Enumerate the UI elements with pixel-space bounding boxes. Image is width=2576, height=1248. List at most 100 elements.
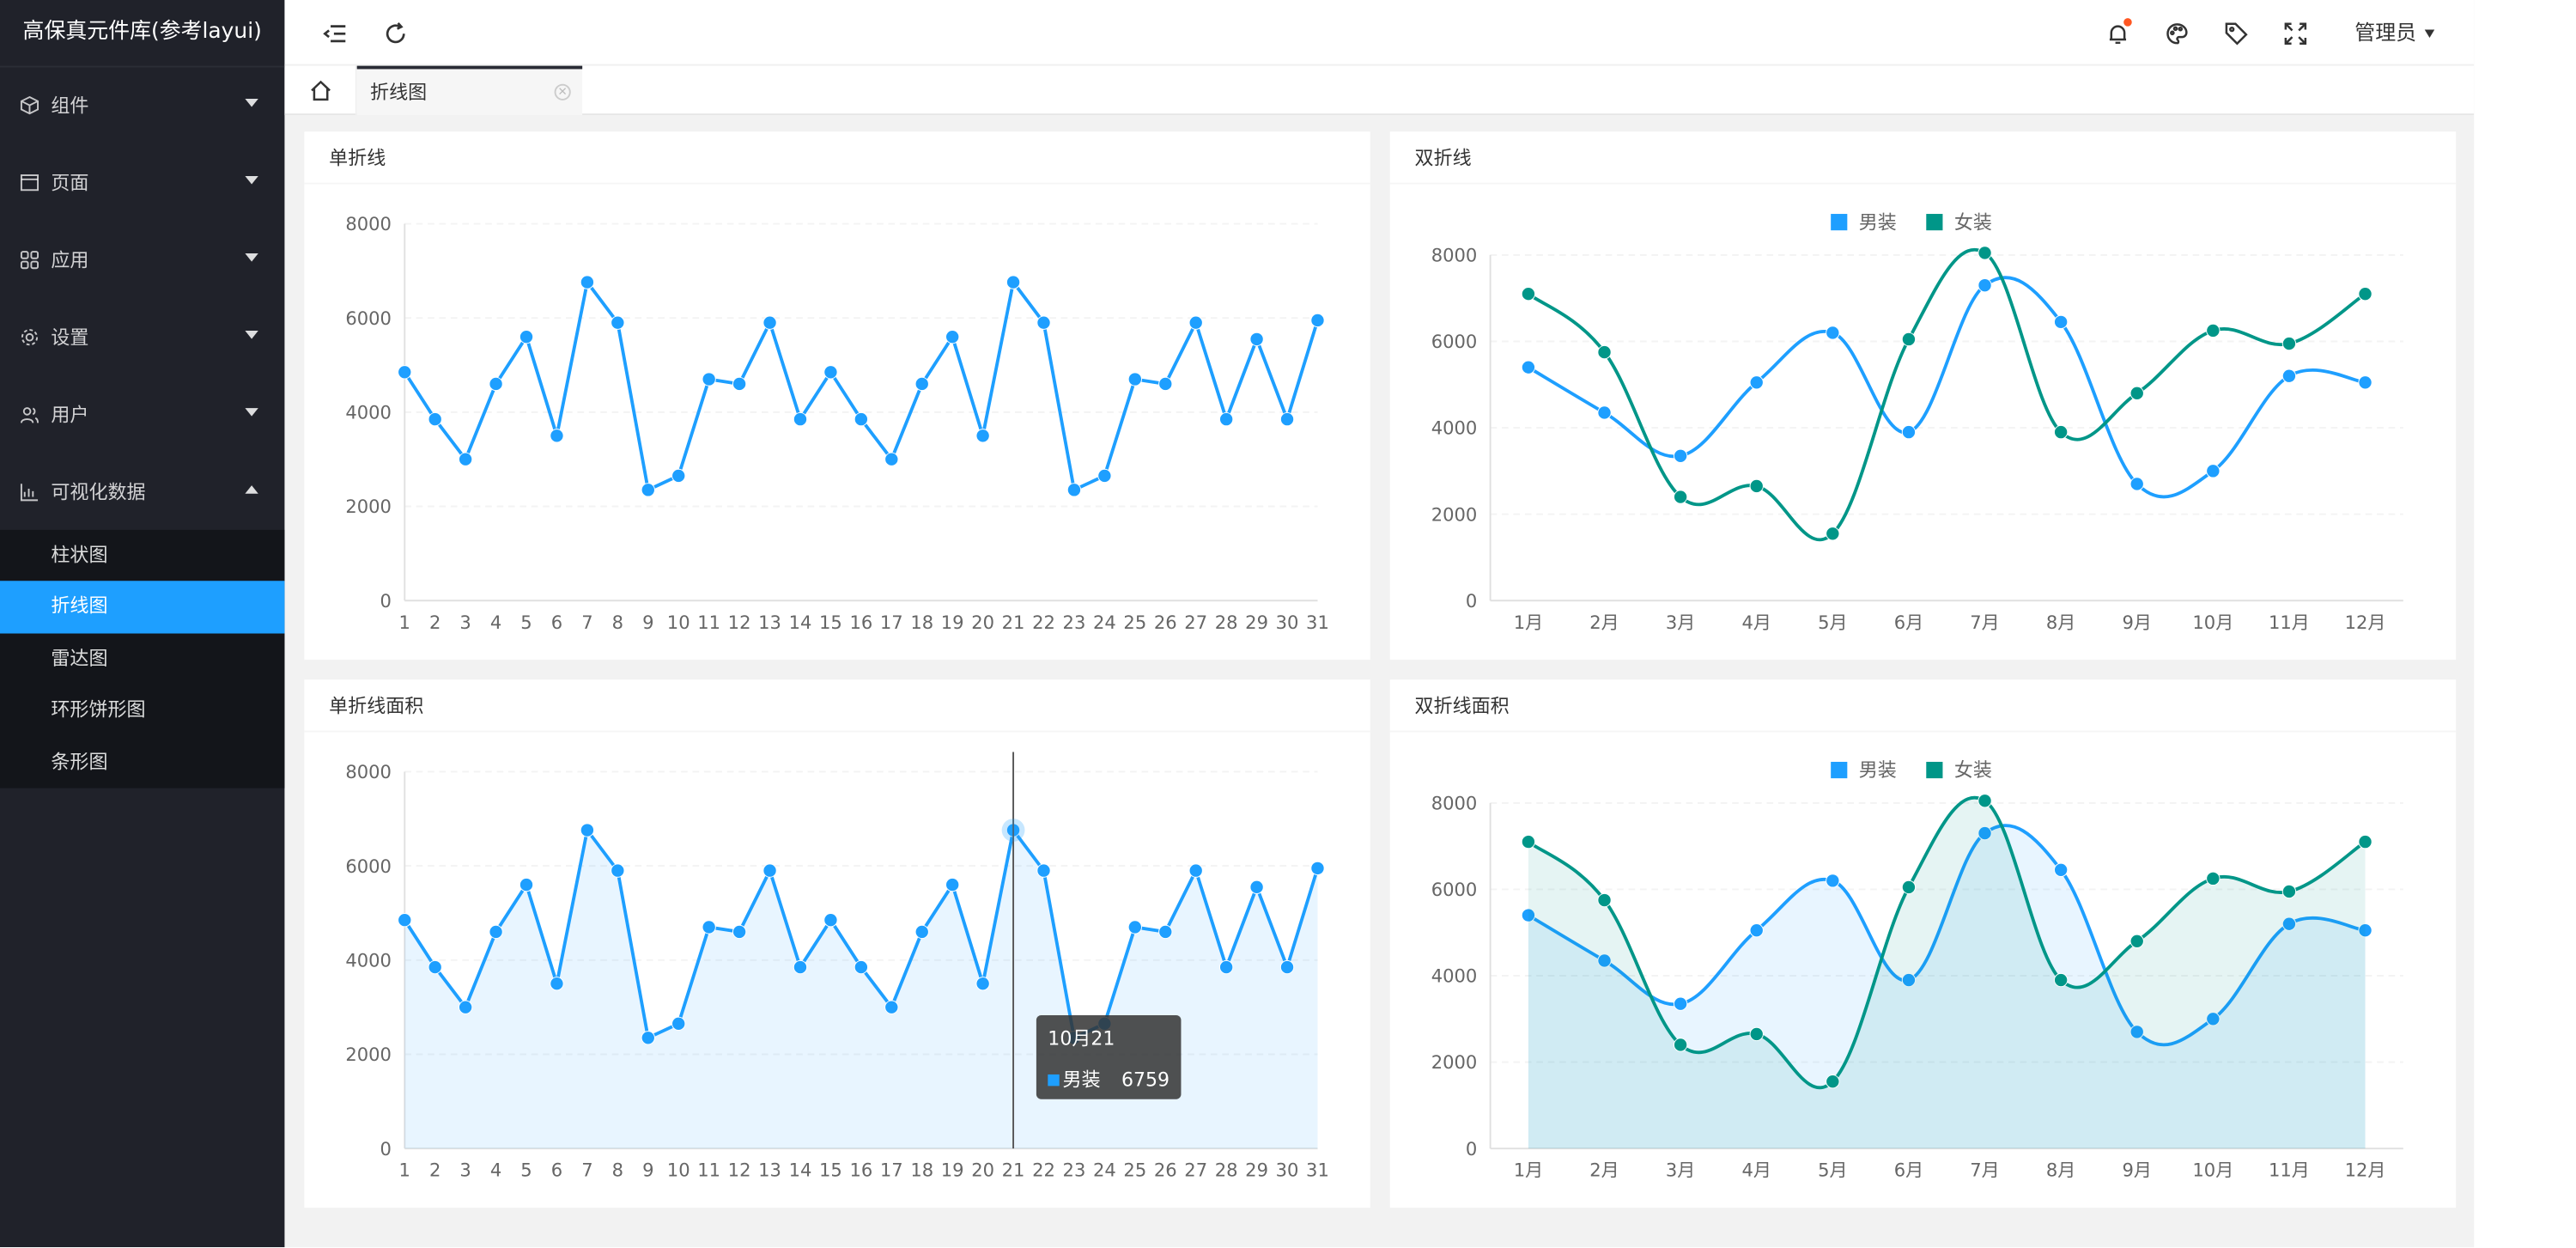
data-point <box>2358 375 2372 390</box>
submenu-item-bar-chart[interactable]: 柱状图 <box>51 543 108 567</box>
x-tick-label: 30 <box>1276 1160 1299 1181</box>
y-tick-label: 2000 <box>1431 503 1478 525</box>
y-tick-label: 8000 <box>1431 245 1478 266</box>
home-icon <box>310 80 330 101</box>
data-point <box>823 913 838 928</box>
fullscreen-button[interactable] <box>2278 16 2311 49</box>
sidebar-item-settings[interactable]: 设置 <box>0 298 284 375</box>
series-area <box>1528 797 2366 1149</box>
apps-icon <box>20 249 39 269</box>
sidebar-item-visualization[interactable]: 可视化数据 <box>0 453 284 530</box>
x-tick-label: 18 <box>910 1160 933 1181</box>
x-tick-label: 14 <box>789 1160 812 1181</box>
menu-fold-button[interactable] <box>318 16 350 49</box>
data-point <box>398 913 412 928</box>
refresh-button[interactable] <box>379 16 411 49</box>
app-logo[interactable]: 高保真元件库(参考layui) <box>0 0 285 66</box>
data-point <box>398 365 412 380</box>
card-title: 双折线 <box>1389 131 2457 185</box>
data-point <box>1901 880 1917 895</box>
data-point <box>641 1031 655 1045</box>
y-tick-label: 0 <box>1466 590 1477 612</box>
caret-down-icon <box>2424 29 2435 39</box>
series-line <box>403 278 1320 493</box>
data-point <box>1749 478 1764 494</box>
x-tick-label: 11月 <box>2269 612 2310 633</box>
chart-double-line[interactable]: 0 2000 4000 6000 8000 1月 2月 3月 4月 5月 6月 7月 8月 9月 10月 11… <box>1390 185 2456 661</box>
x-tick-label: 2月 <box>1589 1160 1619 1181</box>
data-point <box>1978 825 1992 841</box>
fullscreen-icon <box>2283 21 2306 45</box>
sidebar-item-components[interactable]: 组件 <box>0 66 284 143</box>
tag-button[interactable] <box>2219 16 2251 49</box>
x-tick-label: 6月 <box>1894 612 1923 633</box>
y-tick-label: 8000 <box>345 213 392 234</box>
sidebar-item-pages[interactable]: 页面 <box>0 143 284 221</box>
data-point <box>1901 424 1917 440</box>
data-point <box>1978 246 1992 260</box>
users-icon <box>20 404 39 423</box>
submenu-item-radar-chart[interactable]: 雷达图 <box>51 646 108 670</box>
x-tick-label: 26 <box>1154 612 1177 633</box>
home-tab[interactable] <box>284 65 357 116</box>
data-point <box>1097 468 1112 484</box>
data-point <box>702 920 716 934</box>
legend-swatch <box>1926 761 1943 779</box>
submenu-item-hbar-chart[interactable]: 条形图 <box>51 749 108 773</box>
data-point <box>2358 287 2372 301</box>
data-point <box>611 863 625 878</box>
data-point <box>1978 277 1992 293</box>
sidebar-item-apps[interactable]: 应用 <box>0 221 284 298</box>
data-point <box>2358 834 2372 849</box>
data-point <box>2281 368 2297 383</box>
data-point <box>2129 934 2144 948</box>
sidebar-item-label: 应用 <box>51 247 89 271</box>
chart-double-area[interactable]: 0 2000 4000 6000 8000 1月 2月 3月 4月 5月 6月 7月 8月 9月 10月 11… <box>1390 732 2456 1208</box>
data-point <box>1901 332 1917 347</box>
y-tick-label: 2000 <box>1431 1051 1478 1073</box>
x-tick-label: 25 <box>1123 612 1146 633</box>
x-tick-label: 19 <box>941 1160 964 1181</box>
legend-label: 女装 <box>1954 760 1992 782</box>
sidebar-item-users[interactable]: 用户 <box>0 375 284 453</box>
theme-button[interactable] <box>2160 16 2192 49</box>
data-point <box>1188 863 1203 878</box>
x-tick-label: 17 <box>880 612 903 633</box>
tab-line-chart[interactable]: 折线图 ✕ <box>356 65 583 116</box>
data-point <box>1673 996 1688 1011</box>
x-tick-label: 22 <box>1032 612 1055 633</box>
x-tick-label: 1 <box>399 1160 410 1181</box>
x-tick-label: 27 <box>1184 612 1207 633</box>
x-tick-label: 25 <box>1123 1160 1146 1181</box>
notification-dot <box>2123 18 2132 27</box>
data-point <box>428 411 442 427</box>
data-point <box>671 1016 686 1031</box>
data-point <box>1310 313 1325 328</box>
card-title: 单折线 <box>304 131 1370 185</box>
x-tick-label: 3月 <box>1666 612 1695 633</box>
sidebar: 高保真元件库(参考layui) 组件 页面 应用 设置 用户 <box>0 0 285 1248</box>
x-tick-label: 7 <box>581 1160 592 1181</box>
submenu-item-line-chart[interactable]: 折线图 <box>0 581 285 634</box>
data-point <box>975 977 990 991</box>
close-icon[interactable]: ✕ <box>554 83 571 100</box>
x-tick-label: 13 <box>758 612 781 633</box>
x-tick-label: 4月 <box>1741 1160 1771 1181</box>
x-tick-label: 3 <box>459 612 471 633</box>
x-tick-label: 10 <box>667 1160 690 1181</box>
user-menu[interactable]: 管理员 <box>2354 0 2435 66</box>
chart-icon <box>20 481 39 501</box>
notifications-button[interactable] <box>2100 16 2133 49</box>
data-point <box>2129 1025 2144 1039</box>
chevron-down-icon <box>245 253 258 262</box>
x-tick-label: 17 <box>880 1160 903 1181</box>
chevron-down-icon <box>245 408 258 417</box>
series-area <box>404 830 1318 1149</box>
legend-swatch <box>1831 761 1848 779</box>
submenu-item-donut-chart[interactable]: 环形饼形图 <box>51 697 146 721</box>
data-point <box>2129 477 2144 491</box>
data-point <box>854 411 869 427</box>
sidebar-item-label: 页面 <box>51 170 89 194</box>
